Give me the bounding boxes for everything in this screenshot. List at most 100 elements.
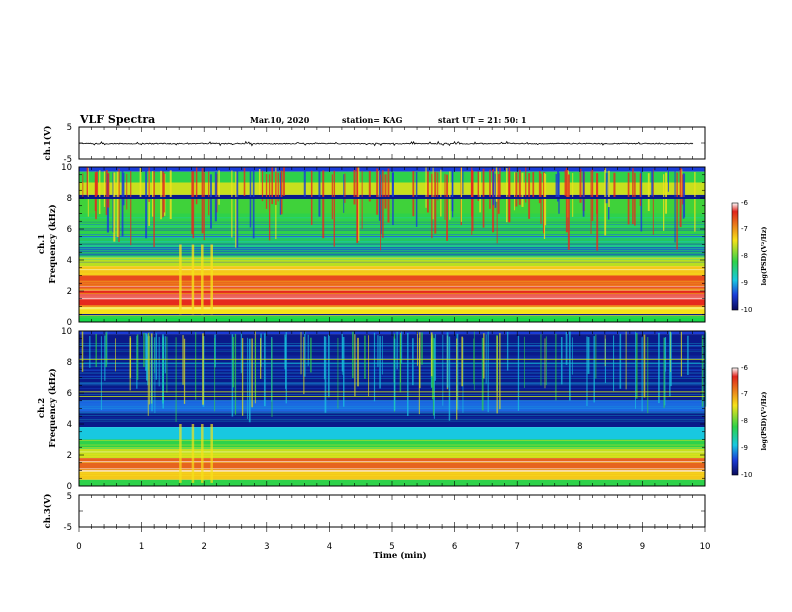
sferic-spike — [280, 170, 283, 215]
spectrogram-line — [79, 454, 705, 456]
sferic-spike — [235, 171, 237, 248]
sferic-spike — [99, 170, 101, 214]
event-band — [201, 424, 204, 483]
sferic-spike — [567, 174, 570, 250]
sferic-spike — [303, 336, 305, 395]
spectrogram-line — [79, 412, 705, 413]
sferic-spike — [555, 333, 557, 401]
sferic-spike — [382, 170, 384, 238]
sferic-spike — [499, 167, 501, 200]
sferic-spike — [472, 171, 474, 231]
spectrogram-line — [79, 362, 705, 363]
station-label: station= KAG — [342, 115, 403, 125]
sferic-spike — [431, 334, 434, 400]
ch2-spec-ylabel-line2: Frequency (kHz) — [47, 368, 58, 447]
sferic-spike — [545, 336, 547, 386]
sferic-spike — [182, 335, 184, 385]
spectrogram-line — [79, 391, 705, 393]
ch2-spec-ytick: 10 — [61, 327, 72, 337]
sferic-spike — [240, 332, 242, 374]
sferic-spike — [129, 337, 132, 378]
ch1-spec-ytick: 6 — [67, 225, 72, 235]
ch1-cbar-tick: -6 — [741, 199, 749, 207]
sferic-spike — [279, 172, 282, 215]
sferic-spike — [169, 170, 172, 220]
spectrogram-line — [79, 228, 705, 229]
ch1-colorbar-scale — [731, 202, 739, 311]
sferic-spike — [684, 173, 686, 218]
spectrogram-line — [79, 350, 705, 352]
spectrogram-line — [79, 248, 705, 249]
sferic-spike — [523, 336, 525, 388]
sferic-spike — [595, 334, 597, 379]
sferic-spike — [433, 338, 435, 419]
sferic-spike — [155, 333, 157, 380]
sferic-spike — [115, 338, 116, 372]
sferic-spike — [658, 332, 660, 404]
spectrogram-line — [79, 284, 705, 286]
sferic-spike — [674, 171, 676, 243]
spectrogram-band — [79, 306, 705, 316]
sferic-spike — [412, 171, 415, 217]
sferic-spike — [81, 331, 84, 372]
sferic-spike — [275, 171, 277, 205]
sferic-spike — [236, 171, 239, 248]
spectrogram-line — [79, 254, 705, 256]
sferic-spike — [664, 337, 666, 406]
spectrogram-line — [79, 471, 705, 472]
spectrogram-line — [79, 420, 705, 422]
sferic-spike — [489, 169, 491, 209]
sferic-spike — [647, 336, 649, 414]
sferic-spike — [377, 335, 379, 368]
sferic-spike — [354, 334, 356, 397]
sferic-spike — [95, 333, 97, 368]
spectrogram-line — [79, 376, 705, 377]
spectrogram-line — [79, 405, 705, 407]
sferic-spike — [432, 337, 435, 416]
spectrogram-line — [79, 245, 705, 246]
sferic-spike — [248, 338, 251, 423]
sferic-spike — [277, 172, 279, 202]
spectrogram-line — [79, 382, 705, 383]
sferic-spike — [643, 334, 646, 398]
event-band — [201, 244, 204, 315]
ch2-colorbar-label: log(PSD)(V²/Hz) — [760, 392, 768, 451]
spectrogram-band — [79, 427, 705, 440]
sferic-spike — [462, 170, 464, 195]
sferic-spike — [652, 168, 654, 235]
spectrogram-band — [79, 194, 705, 198]
sferic-spike — [437, 172, 439, 201]
sferic-spike — [105, 332, 107, 368]
spectrogram-line — [79, 345, 705, 347]
sferic-spike — [605, 172, 608, 204]
sferic-spike — [571, 337, 573, 375]
sferic-spike — [604, 168, 607, 236]
sferic-spike — [542, 172, 545, 234]
ch2-cbar-tick: -7 — [741, 390, 748, 398]
sferic-spike — [243, 168, 246, 197]
spectrogram-line — [79, 345, 705, 347]
ch1-cbar-tick: -10 — [741, 306, 752, 314]
sferic-spike — [260, 338, 262, 379]
ch2-spec-ylabel-line1: ch.2 — [37, 398, 47, 418]
spectrogram-line — [79, 226, 705, 227]
sferic-spike — [361, 170, 363, 230]
ch1-spec-ylabel-line1: ch.1 — [37, 234, 47, 254]
spectrogram-line — [79, 461, 705, 463]
sferic-spike — [191, 171, 194, 234]
spectrogram-line — [79, 402, 705, 403]
sferic-spike — [508, 167, 511, 223]
sferic-spike — [521, 172, 524, 207]
ch1-colorbar: -6 -7 -8 -9 -10 log(PSD)(V²/Hz) — [731, 199, 768, 314]
spectrogram-line — [79, 383, 705, 385]
sferic-spike — [143, 332, 145, 368]
sferic-spike — [376, 168, 379, 215]
spectrogram-line — [79, 221, 705, 223]
ch2-cbar-tick: -8 — [741, 417, 748, 425]
waveform-line — [78, 140, 694, 147]
spectrogram-line — [79, 444, 705, 446]
sferic-spike — [608, 170, 610, 208]
spectrogram-line — [79, 417, 705, 419]
sferic-spike — [130, 171, 132, 246]
